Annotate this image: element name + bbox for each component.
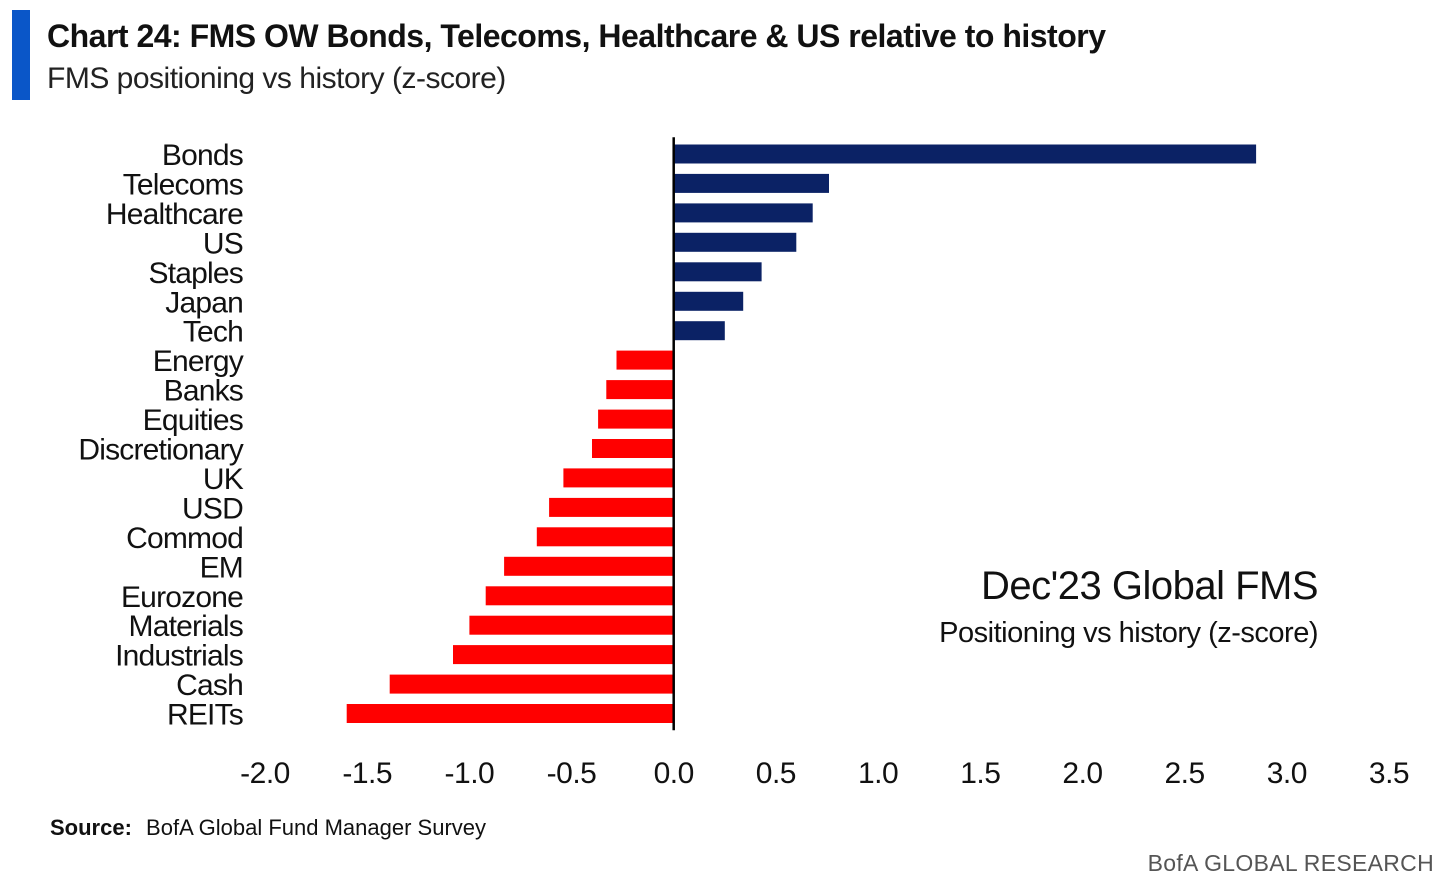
category-label-eurozone: Eurozone [121,581,243,614]
bar-energy [616,350,674,370]
x-tick-label: 1.0 [858,757,898,790]
x-tick-label: 0.0 [654,757,694,790]
x-tick-label: 2.0 [1062,757,1102,790]
bar-usd [549,497,674,517]
bar-banks [606,380,674,400]
category-label-uk: UK [203,463,244,496]
category-label-reits: REITs [167,699,243,732]
bar-telecoms [673,173,829,193]
annotation-subtitle: Positioning vs history (z-score) [939,617,1318,649]
source-note: Source: BofA Global Fund Manager Survey [50,815,486,841]
bar-em [504,556,674,576]
bar-materials [469,615,674,635]
source-text: BofA Global Fund Manager Survey [146,815,487,840]
annotation-title: Dec'23 Global FMS [981,564,1318,608]
bar-equities [598,409,674,429]
bar-eurozone [485,586,674,606]
x-tick-label: -0.5 [547,757,597,790]
x-tick-label: -1.0 [445,757,495,790]
x-tick-labels: -2.0 -1.5 -1.0 -0.5 0.0 0.5 1.0 1.5 2.0 2.5 3.0 3.5 [240,757,1409,790]
category-labels: BondsTelecomsHealthcareUSStaplesJapanTec… [78,139,244,732]
category-label-discretionary: Discretionary [78,434,243,467]
bar-uk [563,468,674,488]
category-label-staples: Staples [149,257,243,290]
bar-tech [673,321,725,341]
source-label: Source: [50,815,132,840]
category-label-industrials: Industrials [115,640,243,673]
category-label-cash: Cash [176,669,243,702]
category-label-banks: Banks [164,375,243,408]
category-label-equities: Equities [143,404,243,437]
x-tick-label: -1.5 [342,757,392,790]
category-label-em: EM [200,551,243,584]
category-label-us: US [203,227,243,260]
bar-us [673,232,797,252]
chart-subtitle: FMS positioning vs history (z-score) [47,62,506,95]
x-tick-label: 2.5 [1164,757,1204,790]
x-tick-label: 1.5 [960,757,1000,790]
category-label-healthcare: Healthcare [106,198,243,231]
category-label-energy: Energy [153,345,244,378]
category-label-bonds: Bonds [162,139,243,172]
x-tick-label: 3.5 [1369,757,1409,790]
x-tick-label: 0.5 [756,757,796,790]
x-tick-label: 3.0 [1267,757,1307,790]
chart-title: Chart 24: FMS OW Bonds, Telecoms, Health… [47,18,1106,54]
bars-group [346,144,1257,723]
bar-reits [346,704,674,723]
title-accent-bar [12,10,30,100]
bar-cash [389,674,674,694]
category-label-commod: Commod [126,522,243,555]
bar-commod [536,527,674,547]
category-label-materials: Materials [129,610,244,643]
x-tick-label: -2.0 [240,757,290,790]
brand-footer: BofA GLOBAL RESEARCH [1147,850,1434,876]
bar-staples [673,262,762,282]
bar-bonds [673,144,1257,164]
bar-healthcare [673,203,813,223]
bar-discretionary [592,439,674,458]
bar-japan [673,291,744,311]
category-label-tech: Tech [183,316,243,349]
category-label-japan: Japan [165,286,243,319]
bar-industrials [453,645,674,665]
category-label-usd: USD [182,492,243,525]
category-label-telecoms: Telecoms [123,168,243,201]
